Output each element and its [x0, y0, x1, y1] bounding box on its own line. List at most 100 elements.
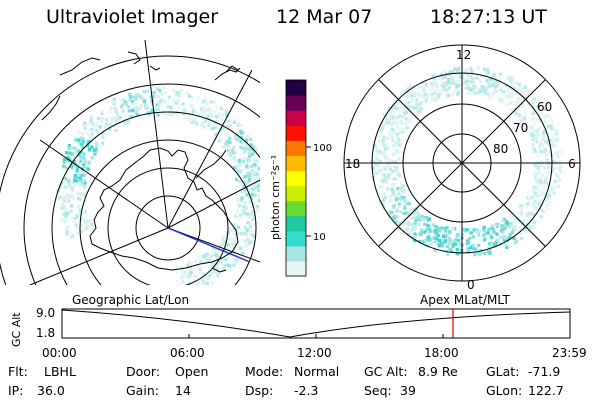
- emission-pixel: [246, 134, 250, 138]
- altitude-xtick-0: 00:00: [42, 346, 77, 360]
- emission-pixel: [219, 106, 223, 111]
- emission-pixel: [532, 104, 536, 108]
- emission-pixel: [534, 137, 538, 141]
- emission-pixel: [544, 201, 548, 205]
- emission-pixel: [110, 117, 115, 121]
- emission-pixel: [254, 182, 258, 186]
- emission-pixel: [85, 224, 89, 228]
- colorbar-label: photon cm⁻²s⁻¹: [269, 155, 282, 240]
- emission-pixel: [416, 110, 420, 114]
- emission-pixel: [535, 130, 539, 134]
- emission-pixel: [556, 155, 560, 159]
- emission-pixel: [156, 95, 160, 99]
- emission-pixel: [536, 179, 541, 183]
- glon-value: 122.7: [528, 383, 564, 398]
- emission-pixel: [406, 87, 410, 91]
- emission-pixel: [379, 129, 383, 133]
- emission-pixel: [211, 262, 215, 266]
- emission-pixel: [394, 198, 398, 202]
- emission-pixel: [487, 84, 491, 88]
- emission-pixel: [402, 222, 406, 226]
- emission-pixel: [244, 139, 248, 143]
- emission-pixel: [466, 247, 470, 251]
- emission-pixel: [435, 229, 439, 233]
- emission-pixel: [386, 146, 390, 150]
- emission-pixel: [466, 73, 470, 77]
- emission-pixel: [209, 100, 213, 104]
- emission-pixel: [87, 147, 92, 151]
- emission-pixel: [244, 138, 249, 142]
- emission-pixel: [62, 217, 66, 221]
- emission-pixel: [425, 215, 429, 220]
- emission-pixel: [247, 158, 251, 162]
- emission-pixel: [445, 226, 449, 230]
- emission-pixel: [372, 144, 377, 148]
- emission-pixel: [241, 131, 246, 135]
- emission-pixel: [536, 183, 540, 187]
- emission-pixel: [374, 163, 378, 167]
- emission-pixel: [232, 222, 236, 226]
- emission-pixel: [243, 201, 247, 205]
- emission-pixel: [433, 240, 437, 244]
- emission-pixel: [510, 94, 514, 98]
- emission-pixel: [95, 124, 99, 128]
- emission-pixel: [195, 284, 199, 285]
- emission-pixel: [495, 224, 499, 228]
- emission-pixel: [531, 205, 535, 209]
- altitude-ytick-high: 9.0: [36, 306, 55, 320]
- emission-pixel: [145, 89, 149, 93]
- emission-pixel: [124, 113, 128, 117]
- emission-pixel: [392, 128, 396, 132]
- emission-pixel: [219, 136, 224, 141]
- emission-pixel: [515, 217, 519, 221]
- emission-pixel: [200, 254, 204, 258]
- emission-pixel: [466, 67, 471, 72]
- emission-pixel: [439, 72, 443, 76]
- emission-pixel: [83, 184, 87, 188]
- emission-pixel: [395, 132, 399, 136]
- emission-pixel: [192, 118, 196, 122]
- emission-pixel: [138, 94, 142, 98]
- emission-pixel: [465, 79, 469, 83]
- emission-pixel: [398, 106, 402, 110]
- emission-pixel: [552, 191, 556, 196]
- emission-pixel: [473, 253, 477, 257]
- emission-pixel: [134, 97, 138, 101]
- emission-pixel: [456, 235, 460, 239]
- emission-pixel: [444, 92, 448, 96]
- emission-pixel: [197, 271, 201, 275]
- emission-pixel: [547, 193, 551, 198]
- emission-pixel: [259, 174, 260, 178]
- mlt-label-6: 6: [568, 157, 576, 171]
- emission-pixel: [378, 140, 382, 144]
- emission-pixel: [104, 122, 109, 126]
- emission-pixel: [252, 162, 257, 167]
- emission-pixel: [391, 170, 395, 174]
- emission-pixel: [390, 128, 394, 132]
- emission-pixel: [431, 223, 435, 227]
- emission-pixel: [466, 83, 470, 87]
- emission-pixel: [488, 248, 492, 252]
- emission-pixel: [408, 229, 412, 233]
- emission-pixel: [378, 159, 382, 163]
- emission-pixel: [245, 174, 249, 178]
- emission-pixel: [536, 220, 540, 224]
- emission-pixel: [209, 127, 213, 131]
- emission-pixel: [170, 103, 174, 107]
- emission-pixel: [432, 76, 436, 81]
- emission-pixel: [258, 194, 260, 198]
- emission-pixel: [477, 230, 481, 234]
- emission-pixel: [90, 117, 94, 121]
- emission-pixel: [408, 91, 412, 95]
- emission-pixel: [548, 151, 552, 155]
- emission-pixel: [196, 112, 200, 116]
- emission-pixel: [252, 144, 256, 149]
- emission-pixel: [190, 120, 194, 124]
- emission-pixel: [536, 105, 540, 109]
- emission-pixel: [233, 256, 237, 260]
- emission-pixel: [210, 117, 214, 121]
- emission-pixel: [392, 203, 396, 208]
- emission-pixel: [545, 160, 549, 164]
- emission-pixel: [390, 134, 394, 138]
- emission-pixel: [402, 106, 407, 110]
